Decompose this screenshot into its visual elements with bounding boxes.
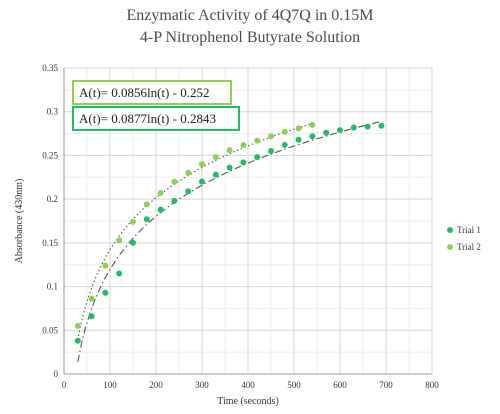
y-tick-label: 0.15 (42, 238, 58, 248)
data-point-trial-1 (143, 216, 150, 223)
data-point-trial-1 (309, 133, 316, 140)
data-point-trial-1 (88, 313, 95, 320)
data-point-trial-1 (212, 171, 219, 178)
data-point-trial-1 (323, 129, 330, 136)
data-point-trial-2 (240, 141, 247, 148)
data-point-trial-2 (102, 262, 109, 269)
data-point-trial-2 (116, 237, 123, 244)
data-point-trial-2 (185, 169, 192, 176)
y-tick-label: 0.05 (42, 325, 58, 335)
x-tick-label: 0 (62, 380, 67, 390)
data-point-trial-2 (295, 125, 302, 132)
data-point-trial-2 (226, 147, 233, 154)
data-point-trial-2 (309, 121, 316, 128)
data-point-trial-2 (281, 128, 288, 135)
data-point-trial-2 (268, 133, 274, 140)
y-axis-label: Absorbance (430nm) (14, 179, 25, 264)
data-point-trial-2 (88, 295, 95, 302)
data-point-trial-1 (240, 159, 247, 166)
data-point-trial-1 (171, 197, 178, 204)
chart-title-line1: Enzymatic Activity of 4Q7Q in 0.15M (126, 7, 374, 24)
data-point-trial-1 (295, 136, 302, 143)
data-point-trial-1 (268, 148, 274, 155)
data-point-trial-2 (171, 178, 178, 185)
x-tick-label: 500 (287, 380, 301, 390)
data-point-trial-1 (350, 124, 357, 131)
legend-label: Trial 2 (457, 242, 481, 252)
data-point-trial-1 (185, 188, 192, 195)
data-points (74, 121, 385, 344)
legend: Trial 1 Trial 2 (447, 225, 481, 252)
data-point-trial-1 (102, 289, 109, 296)
x-tick-label: 100 (103, 380, 117, 390)
data-point-trial-1 (157, 206, 164, 213)
data-point-trial-2 (74, 322, 81, 329)
chart-title-line2: 4-P Nitrophenol Butyrate Solution (139, 29, 361, 46)
data-point-trial-1 (364, 123, 371, 130)
x-axis-label: Time (seconds) (217, 396, 279, 407)
data-point-trial-1 (254, 154, 261, 161)
y-tick-label: 0.3 (47, 107, 59, 117)
data-point-trial-1 (378, 122, 385, 129)
data-point-trial-2 (199, 161, 205, 168)
equation-box (72, 106, 240, 131)
trendlines (77, 120, 382, 362)
x-tick-label: 200 (149, 380, 163, 390)
legend-label: Trial 1 (457, 225, 481, 235)
data-point-trial-1 (74, 337, 81, 344)
data-point-trial-2 (130, 218, 136, 225)
x-tick-label: 600 (333, 380, 347, 390)
x-tick-label: 400 (241, 380, 255, 390)
data-point-trial-1 (130, 239, 136, 246)
y-tick-label: 0.2 (47, 194, 58, 204)
data-point-trial-1 (199, 178, 205, 185)
trendline-equation: A(t)= 0.0877ln(t) - 0.2843 (79, 111, 216, 126)
x-tick-label: 300 (195, 380, 209, 390)
data-point-trial-2 (212, 154, 219, 161)
trendline-equation: A(t)= 0.0856ln(t) - 0.252 (79, 85, 209, 100)
equation-box (72, 80, 232, 105)
data-point-trial-1 (116, 270, 123, 277)
axes (63, 68, 432, 375)
x-tick-label: 700 (379, 380, 393, 390)
y-tick-label: 0.35 (42, 63, 58, 73)
tick-labels: 0 100 200 300 400 500 600 700 800 0 0.05 0.1 0.15 0.2… (42, 63, 439, 390)
data-point-trial-2 (254, 137, 261, 144)
data-point-trial-2 (157, 190, 164, 197)
trendline-trial-1 (77, 120, 382, 362)
legend-marker (447, 244, 453, 250)
data-point-trial-1 (281, 141, 288, 148)
data-point-trial-2 (143, 201, 150, 208)
x-tick-label: 800 (425, 380, 439, 390)
legend-marker (447, 227, 453, 233)
data-point-trial-1 (337, 127, 343, 134)
y-tick-label: 0.1 (47, 282, 58, 292)
data-point-trial-1 (226, 164, 233, 171)
y-tick-label: 0.25 (42, 150, 58, 160)
equation-boxes: A(t)= 0.0856ln(t) - 0.252 A(t)= 0.0877ln(… (72, 80, 240, 131)
y-tick-label: 0 (54, 369, 59, 379)
